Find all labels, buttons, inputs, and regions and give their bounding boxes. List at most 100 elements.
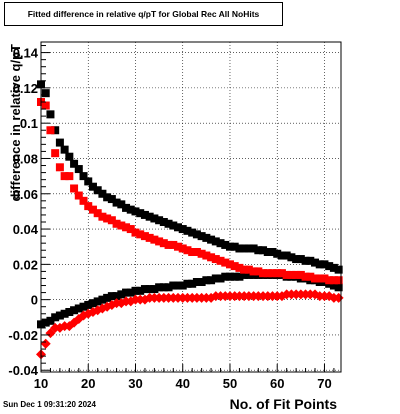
data-point: [296, 255, 305, 264]
y-tick-label: -0.02: [8, 328, 38, 343]
data-point: [311, 258, 320, 267]
x-axis-label: No. of Fit Points: [230, 396, 338, 412]
y-tick-label: 0.04: [13, 222, 39, 237]
y-tick-label: 0.06: [13, 187, 38, 202]
data-point: [197, 232, 206, 241]
data-point: [103, 293, 112, 302]
data-point: [131, 228, 140, 237]
data-point: [282, 270, 291, 279]
data-point: [41, 318, 50, 327]
x-tick-label: 50: [223, 376, 237, 391]
data-point: [159, 283, 168, 292]
data-point: [259, 246, 268, 255]
data-point: [150, 235, 159, 244]
data-point: [240, 265, 249, 274]
data-point: [254, 267, 263, 276]
x-tick-label: 10: [34, 376, 48, 391]
data-point: [334, 265, 343, 274]
data-points: [36, 80, 344, 360]
data-point: [155, 237, 164, 246]
data-point: [74, 165, 83, 174]
data-point: [197, 249, 206, 258]
data-point: [174, 281, 183, 290]
data-point: [273, 269, 282, 278]
data-point: [277, 251, 286, 260]
data-point: [74, 191, 83, 200]
data-point: [192, 248, 201, 256]
data-point: [263, 248, 272, 256]
y-tick-label: -0.04: [8, 363, 38, 378]
data-point: [211, 274, 220, 283]
y-tick-label: 0.08: [13, 151, 38, 166]
data-point: [240, 270, 249, 279]
data-point: [60, 309, 69, 318]
data-point: [60, 145, 69, 154]
data-point: [202, 251, 211, 260]
data-point: [259, 269, 268, 278]
data-point: [140, 285, 149, 294]
data-point: [122, 223, 131, 232]
data-point: [79, 172, 88, 181]
data-point: [207, 276, 216, 285]
data-point: [159, 239, 168, 248]
data-point: [334, 276, 343, 285]
data-point: [221, 272, 230, 281]
data-point: [159, 218, 168, 226]
y-axis-label: difference in relative q/pT: [8, 44, 23, 202]
data-point: [155, 216, 164, 225]
data-point: [55, 138, 64, 147]
data-point: [74, 304, 83, 313]
data-point: [174, 223, 183, 232]
data-point: [207, 235, 216, 244]
data-point: [117, 221, 126, 230]
data-point: [320, 274, 329, 283]
x-tick-label: 20: [81, 376, 95, 391]
data-point: [169, 281, 178, 290]
timestamp: Sun Dec 1 09:31:20 2024: [3, 400, 96, 409]
data-point: [112, 198, 121, 207]
data-point: [55, 163, 64, 172]
data-point: [46, 110, 55, 119]
data-point: [79, 196, 88, 205]
data-point: [202, 276, 211, 285]
data-point: [103, 193, 112, 202]
x-tick-label: 60: [270, 376, 284, 391]
data-point: [145, 285, 154, 294]
data-point: [41, 89, 50, 98]
data-point: [55, 311, 64, 320]
data-point: [287, 270, 296, 279]
data-point: [117, 200, 126, 209]
data-point: [329, 276, 338, 285]
data-point: [150, 214, 159, 223]
data-point: [140, 210, 149, 219]
data-point: [155, 283, 164, 292]
x-tick-label: 30: [128, 376, 142, 391]
data-point: [136, 230, 145, 239]
data-point: [254, 246, 263, 255]
data-point: [88, 182, 97, 191]
data-point: [84, 202, 93, 211]
data-point: [268, 269, 277, 278]
data-point: [107, 195, 116, 204]
data-point: [150, 285, 159, 294]
data-point: [188, 248, 197, 256]
data-point: [126, 205, 135, 214]
data-point: [183, 279, 192, 288]
data-point: [225, 260, 234, 269]
data-point: [292, 255, 301, 264]
data-point: [98, 295, 107, 304]
data-point: [235, 272, 244, 281]
data-point: [282, 251, 291, 260]
axes: 10 20 30 40 50 60 70 -0.04 -0.02 0 0.02 0.04 0.06 0.0…: [8, 45, 335, 391]
data-point: [221, 258, 230, 267]
data-point: [122, 288, 131, 297]
data-point: [235, 263, 244, 272]
data-point: [88, 299, 97, 308]
data-point: [98, 189, 107, 198]
data-point: [311, 274, 320, 283]
data-point: [117, 290, 126, 299]
data-point: [244, 244, 253, 253]
data-point: [230, 242, 239, 251]
data-point: [98, 212, 107, 221]
data-point: [145, 233, 154, 242]
